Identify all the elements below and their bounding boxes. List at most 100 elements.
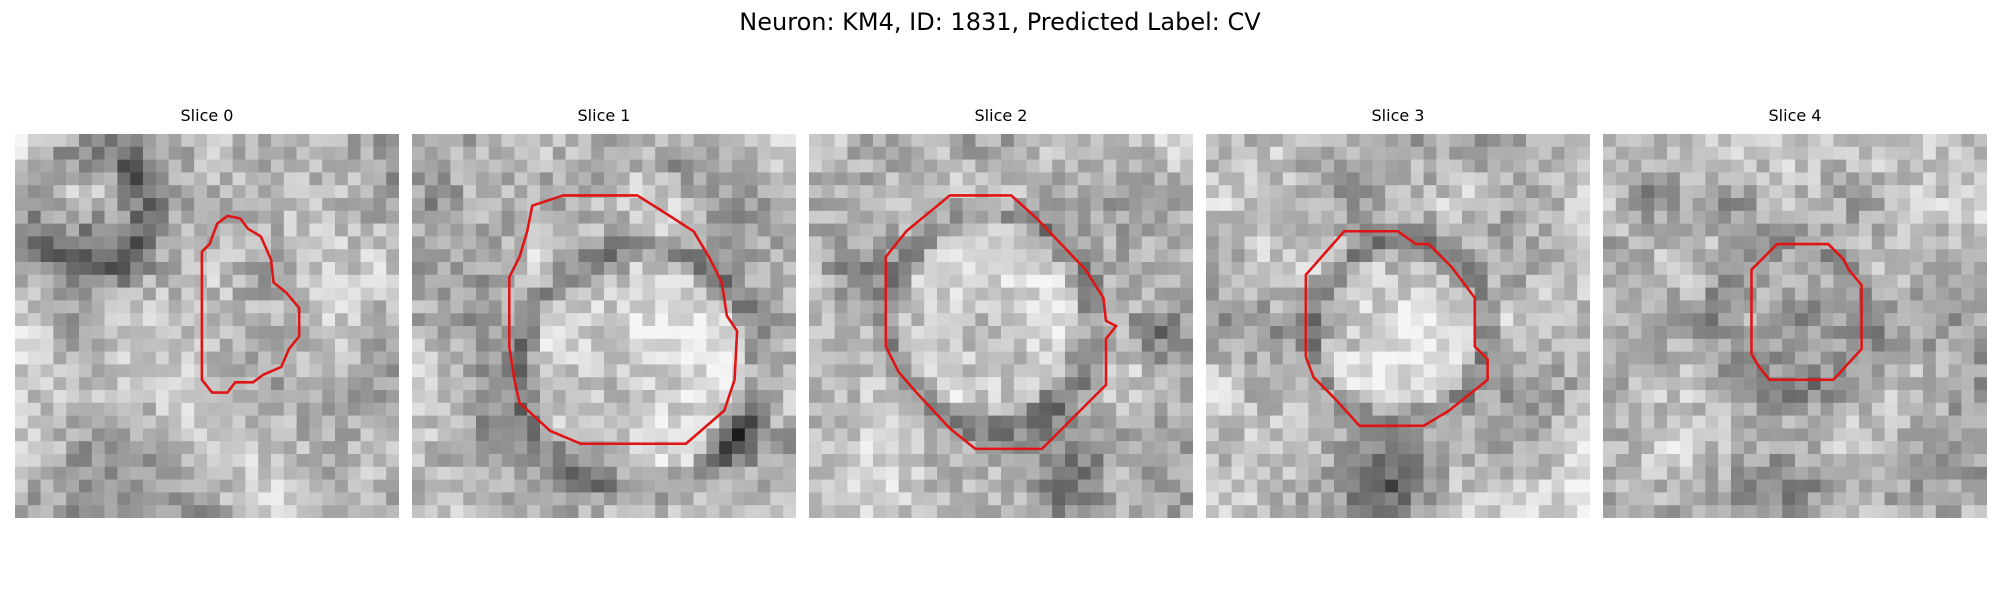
pixel xyxy=(168,338,182,352)
pixel xyxy=(1244,351,1258,365)
pixel xyxy=(1346,390,1360,404)
pixel xyxy=(1807,505,1821,518)
pixel xyxy=(1398,198,1412,212)
pixel xyxy=(757,134,771,148)
pixel xyxy=(1769,146,1783,160)
pixel xyxy=(1013,274,1027,288)
pixel xyxy=(962,146,976,160)
pixel xyxy=(527,466,541,480)
pixel xyxy=(578,415,592,429)
pixel xyxy=(143,210,157,224)
pixel xyxy=(885,428,899,442)
pixel xyxy=(757,364,771,378)
pixel xyxy=(1654,300,1668,314)
pixel xyxy=(1410,326,1424,340)
pixel xyxy=(1692,146,1706,160)
pixel xyxy=(117,210,131,224)
pixel xyxy=(1948,402,1962,416)
pixel xyxy=(975,159,989,173)
pixel xyxy=(15,364,29,378)
pixel xyxy=(296,479,310,493)
pixel xyxy=(1577,402,1590,416)
pixel xyxy=(232,364,246,378)
pixel xyxy=(1641,454,1655,468)
pixel xyxy=(488,210,502,224)
pixel xyxy=(1910,262,1924,276)
pixel xyxy=(1206,287,1220,301)
pixel xyxy=(1077,134,1091,148)
pixel xyxy=(488,274,502,288)
pixel xyxy=(1321,415,1335,429)
pixel xyxy=(130,402,144,416)
pixel xyxy=(437,185,451,199)
pixel xyxy=(693,338,707,352)
pixel xyxy=(1615,262,1629,276)
pixel xyxy=(1564,172,1578,186)
pixel xyxy=(1910,466,1924,480)
pixel xyxy=(1321,210,1335,224)
pixel xyxy=(975,428,989,442)
pixel xyxy=(911,185,925,199)
pixel xyxy=(181,287,195,301)
pixel xyxy=(386,287,399,301)
pixel xyxy=(283,300,297,314)
pixel xyxy=(783,262,796,276)
pixel xyxy=(1884,313,1898,327)
pixel xyxy=(1474,364,1488,378)
pixel xyxy=(1257,377,1271,391)
pixel xyxy=(1001,326,1015,340)
pixel xyxy=(1846,146,1860,160)
pixel xyxy=(834,466,848,480)
pixel xyxy=(885,210,899,224)
pixel xyxy=(1410,146,1424,160)
pixel xyxy=(181,300,195,314)
pixel xyxy=(962,287,976,301)
pixel xyxy=(1129,172,1143,186)
pixel xyxy=(1641,172,1655,186)
pixel xyxy=(1346,172,1360,186)
pixel xyxy=(1423,364,1437,378)
pixel xyxy=(219,466,233,480)
pixel xyxy=(1884,300,1898,314)
pixel xyxy=(1487,287,1501,301)
pixel xyxy=(488,300,502,314)
pixel xyxy=(1743,159,1757,173)
pixel xyxy=(1564,505,1578,518)
pixel xyxy=(1001,172,1015,186)
pixel xyxy=(1487,326,1501,340)
pixel xyxy=(194,441,208,455)
pixel xyxy=(732,146,746,160)
pixel xyxy=(232,454,246,468)
pixel xyxy=(565,146,579,160)
pixel xyxy=(1474,300,1488,314)
pixel xyxy=(732,338,746,352)
pixel xyxy=(1282,134,1296,148)
pixel xyxy=(1065,326,1079,340)
pixel xyxy=(322,338,336,352)
pixel xyxy=(1039,505,1053,518)
pixel xyxy=(1731,492,1745,506)
pixel xyxy=(463,441,477,455)
pixel xyxy=(1538,351,1552,365)
pixel xyxy=(1564,223,1578,237)
pixel xyxy=(809,364,823,378)
pixel xyxy=(476,377,490,391)
pixel xyxy=(1308,492,1322,506)
pixel xyxy=(642,313,656,327)
pixel xyxy=(335,274,349,288)
pixel xyxy=(1449,466,1463,480)
pixel xyxy=(1129,262,1143,276)
pixel xyxy=(1526,274,1540,288)
pixel xyxy=(245,390,259,404)
pixel xyxy=(1910,210,1924,224)
pixel xyxy=(757,146,771,160)
pixel xyxy=(437,287,451,301)
pixel xyxy=(232,249,246,263)
pixel xyxy=(1449,198,1463,212)
pixel xyxy=(1961,454,1975,468)
pixel xyxy=(104,428,118,442)
pixel xyxy=(1551,172,1565,186)
pixel xyxy=(668,402,682,416)
pixel xyxy=(1308,338,1322,352)
segmentation-contour xyxy=(1304,229,1489,428)
